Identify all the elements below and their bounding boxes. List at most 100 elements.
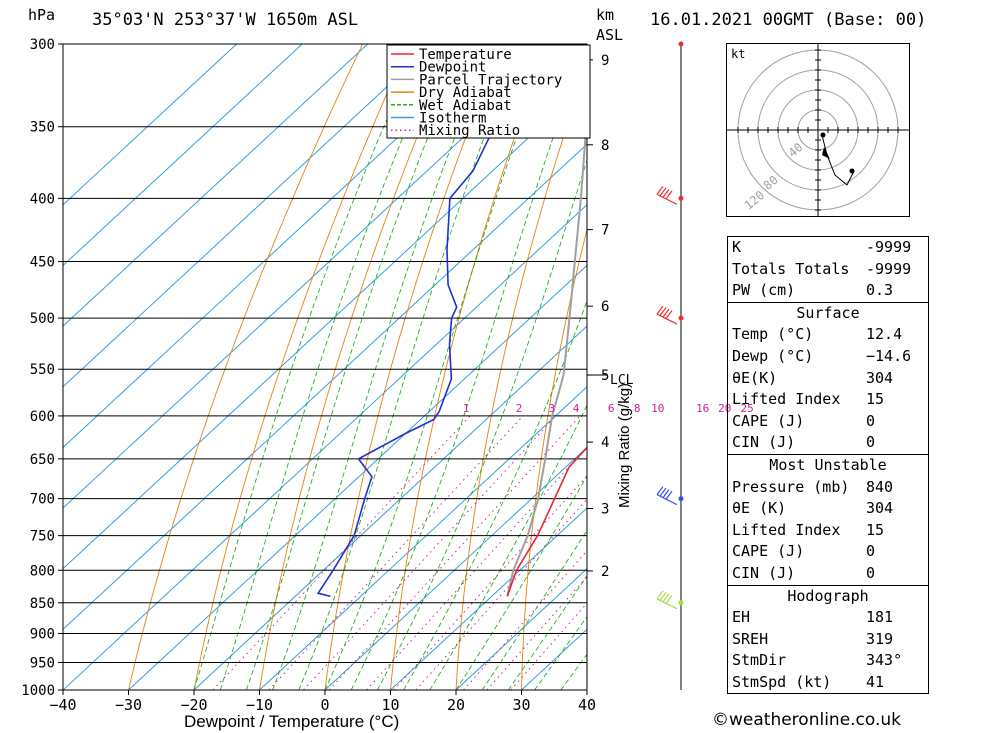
- wind-level-marker: [678, 600, 684, 606]
- km-unit-label: km: [596, 6, 614, 24]
- mixing-ratio-line: [463, 550, 587, 690]
- wet-adiabat: [193, 44, 421, 690]
- copyright[interactable]: ©weatheronline.co.uk: [712, 710, 902, 730]
- legend-label: Dry Adiabat: [419, 85, 512, 101]
- dry-adiabat: [651, 44, 735, 690]
- temperature-tick-label: −40: [49, 696, 76, 714]
- hodograph-panel: kt 40 80 120: [726, 43, 910, 217]
- indices-section: K -9999 Totals Totals -9999 PW (cm) 0.3: [728, 237, 928, 302]
- temperature-tick-label: 30: [512, 696, 530, 714]
- isotherm: [63, 44, 565, 509]
- hodograph-section: Hodograph EH 181 SREH 319 StmDir 343° StmSp…: [728, 584, 928, 694]
- mixing-ratio-line: [510, 602, 587, 690]
- barb-flag: [665, 490, 673, 500]
- wet-adiabat: [245, 44, 467, 690]
- barb-flag: [659, 307, 667, 316]
- legend-label: Mixing Ratio: [419, 123, 520, 139]
- isotherm: [63, 44, 369, 327]
- mixing-ratio-line: [393, 475, 587, 690]
- barb-flag: [665, 190, 673, 200]
- pressure-label: 950: [30, 655, 55, 671]
- isotherm: [390, 507, 587, 690]
- barb-flag: [656, 590, 664, 600]
- pressure-label: 700: [30, 492, 55, 508]
- barb-flag: [665, 310, 673, 319]
- wind-barb: [656, 590, 678, 610]
- wet-adiabat: [403, 299, 587, 690]
- parcel-line: [506, 112, 587, 597]
- km-label: 9: [601, 53, 609, 69]
- isotherm: [63, 204, 587, 690]
- stat-row: θE (K) 304: [732, 499, 894, 518]
- stat-row: K -9999: [732, 238, 912, 256]
- mixing-ratio-line: [486, 575, 587, 690]
- mixing-ratio-label: 3: [549, 402, 556, 415]
- isotherm: [63, 44, 238, 206]
- hodograph-trace: [821, 133, 855, 186]
- isotherm: [259, 386, 587, 690]
- wet-adiabat: [219, 44, 443, 690]
- mixing-ratio-label: 4: [573, 402, 580, 415]
- stat-row: Pressure (mb) 840: [732, 477, 894, 496]
- wind-barb: [656, 305, 678, 325]
- legend-box: [386, 44, 591, 139]
- isotherm: [63, 44, 500, 449]
- barb-flag: [662, 308, 670, 318]
- hodograph-point: [849, 168, 855, 174]
- dry-adiabat: [324, 44, 503, 690]
- stat-row: Temp (°C) 12.4: [732, 325, 903, 344]
- temperature-tick-label: −30: [115, 696, 142, 714]
- mixing-ratio-line: [328, 415, 581, 690]
- legend-label: Parcel Trajectory: [419, 72, 562, 88]
- km-label: 4: [601, 435, 609, 451]
- dry-adiabat: [193, 44, 410, 690]
- km-label: 6: [601, 299, 609, 315]
- isotherm: [128, 264, 587, 690]
- mixing-ratio-label: 2: [516, 402, 523, 415]
- mixing-ratio-label: 6: [608, 402, 615, 415]
- km-label: 5: [601, 368, 609, 384]
- mixing-ratio-label: 1: [463, 402, 470, 415]
- temperature-tick-label: 10: [381, 696, 399, 714]
- mixing-ratio-label: 25: [741, 402, 754, 415]
- stat-row: EH 181: [732, 608, 894, 627]
- wind-level-marker: [678, 41, 684, 47]
- pressure-label: 650: [30, 452, 55, 468]
- mixing-ratio-label: 20: [718, 402, 731, 415]
- pressure-label: 750: [30, 529, 55, 545]
- hodograph-unit: kt: [731, 47, 745, 61]
- legend-label: Temperature: [419, 47, 512, 63]
- dry-adiabat: [996, 44, 1000, 690]
- most-unstable-section: Most Unstable Pressure (mb) 840 θE (K) 304…: [728, 453, 928, 585]
- stat-row: CAPE (J) 0: [732, 411, 876, 430]
- barb-flag: [662, 593, 670, 603]
- stat-row: CAPE (J) 0: [732, 542, 876, 561]
- isotherm: [324, 446, 587, 690]
- wet-adiabat: [350, 44, 587, 690]
- isotherm: [455, 568, 587, 690]
- isotherm: [63, 44, 303, 267]
- pressure-label: 600: [30, 409, 55, 425]
- stat-row: Totals Totals -9999: [732, 259, 912, 278]
- barb-flag: [659, 187, 667, 197]
- wet-adiabat: [508, 575, 587, 690]
- km-label: 7: [601, 223, 609, 239]
- wet-adiabat: [377, 159, 587, 690]
- temperature-tick-label: 20: [447, 696, 465, 714]
- barb-flag: [656, 305, 664, 315]
- legend-label: Wet Adiabat: [419, 98, 512, 114]
- temperature-tick-label: −10: [246, 696, 273, 714]
- km-label: 2: [601, 564, 609, 580]
- section-title: Surface: [796, 303, 860, 322]
- section-title: Hodograph: [787, 586, 869, 605]
- mixing-ratio-line: [268, 415, 524, 690]
- wind-level-marker: [678, 195, 684, 201]
- dry-adiabat: [521, 227, 587, 690]
- barb-flag: [659, 591, 667, 601]
- stat-row: StmDir 343°: [732, 651, 903, 670]
- wind-barb: [656, 486, 678, 506]
- surface-section: Surface Temp (°C) 12.4 Dewp (°C) −14.6 θE(…: [728, 301, 928, 454]
- stat-row: StmSpd (kt) 41: [732, 672, 885, 691]
- temperature-tick-label: 40: [578, 696, 596, 714]
